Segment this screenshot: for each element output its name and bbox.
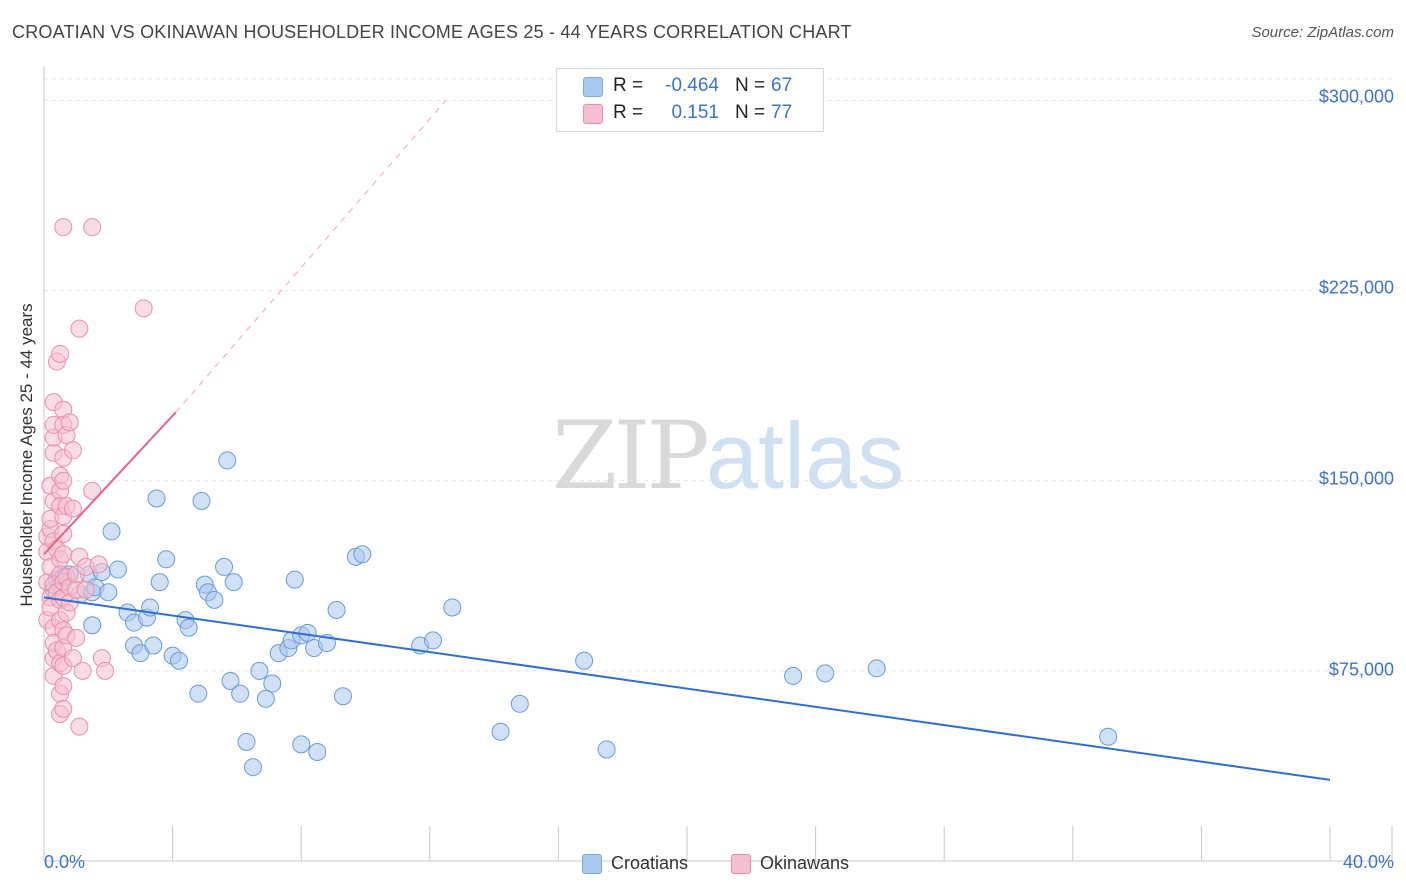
croatians-legend-swatch [582, 854, 602, 874]
y-tick-label-225000: $225,000 [1318, 277, 1394, 298]
okinawans-point [89, 555, 108, 574]
okinawans-point [83, 481, 102, 500]
okinawans-swatch [583, 104, 603, 124]
n-value: 67 [771, 75, 793, 96]
croatians-point [491, 722, 510, 741]
okinawans-legend-label: Okinawans [760, 853, 850, 873]
croatians-point [147, 489, 166, 508]
croatians-point [298, 623, 317, 642]
croatians-point [292, 735, 311, 754]
legend-row-croatians: R = -0.464 N = 67 [557, 74, 823, 98]
croatians-point [144, 636, 163, 655]
okinawans-point [63, 649, 82, 668]
okinawans-point [83, 218, 102, 237]
okinawans-trend-line [43, 411, 177, 555]
croatians-point [237, 732, 256, 751]
croatians-point [867, 659, 886, 678]
source-label: Source: ZipAtlas.com [1251, 24, 1394, 41]
croatians-point [157, 550, 176, 569]
okinawans-point [54, 699, 73, 718]
croatians-point [218, 451, 237, 470]
croatians-point [224, 573, 243, 592]
n-value: 77 [771, 102, 793, 123]
croatians-point [99, 583, 118, 602]
n-label: N = [735, 102, 766, 123]
croatians-point [243, 758, 262, 777]
croatians-point [308, 742, 327, 761]
croatians-point [108, 560, 127, 579]
croatians-point [215, 557, 234, 576]
croatians-point [575, 651, 594, 670]
croatians-point [256, 689, 275, 708]
okinawans-point [63, 441, 82, 460]
okinawans-point [134, 299, 153, 318]
croatians-point [443, 598, 462, 617]
okinawans-point [54, 677, 73, 696]
croatians-point [205, 590, 224, 609]
okinawans-point [54, 471, 73, 490]
chart-title: CROATIAN VS OKINAWAN HOUSEHOLDER INCOME … [12, 22, 852, 42]
okinawans-trend-extension [175, 100, 447, 413]
y-tick-label-300000: $300,000 [1318, 86, 1394, 107]
legend-row-okinawans: R = 0.151 N = 77 [557, 101, 823, 125]
croatians-point [83, 616, 102, 635]
croatians-point [353, 545, 372, 564]
r-value: 0.151 [671, 102, 719, 123]
okinawans-legend-swatch [731, 854, 751, 874]
okinawans-point [96, 661, 115, 680]
watermark-atlas: atlas [705, 403, 905, 508]
x-tick-label-min: 0.0% [44, 852, 86, 872]
croatians-point [170, 651, 189, 670]
okinawans-point [70, 319, 89, 338]
croatians-point [179, 618, 198, 637]
r-value: -0.464 [665, 75, 719, 96]
croatians-point [285, 570, 304, 589]
okinawans-point [54, 218, 73, 237]
croatians-legend-label: Croatians [611, 853, 689, 873]
legend-item-croatians[interactable]: Croatians [582, 852, 712, 876]
y-tick-label-75000: $75,000 [1328, 659, 1394, 680]
croatians-point [189, 684, 208, 703]
croatians-point [333, 687, 352, 706]
r-label: R = [613, 102, 644, 123]
okinawans-point [76, 580, 95, 599]
n-label: N = [735, 75, 766, 96]
watermark-zip: ZIP [552, 402, 710, 511]
croatians-point [221, 671, 240, 690]
croatians-point [510, 694, 529, 713]
croatians-point [192, 491, 211, 510]
croatians-point [102, 522, 121, 541]
watermark: ZIPatlas [552, 402, 904, 511]
r-label: R = [613, 75, 644, 96]
okinawans-point [51, 344, 70, 363]
y-axis-label: Householder Income Ages 25 - 44 years [17, 303, 36, 607]
croatians-point [1099, 727, 1118, 746]
croatians-swatch [583, 77, 603, 97]
croatians-point [231, 684, 250, 703]
croatians-point [424, 631, 443, 650]
okinawans-point [54, 545, 73, 564]
correlation-legend: R = -0.464 N = 67 R = 0.151 N = 77 [556, 68, 824, 132]
okinawans-point [63, 499, 82, 518]
croatians-point [784, 666, 803, 685]
croatians-point [327, 601, 346, 620]
okinawans-point [60, 413, 79, 432]
okinawans-point [73, 661, 92, 680]
okinawans-point [70, 717, 89, 736]
croatians-point [816, 664, 835, 683]
x-tick-label-max: 40.0% [1342, 852, 1394, 872]
croatians-point [150, 573, 169, 592]
okinawans-point [67, 628, 86, 647]
legend-item-okinawans[interactable]: Okinawans [731, 852, 871, 876]
croatians-trend-line [43, 596, 1331, 781]
croatians-point [263, 674, 282, 693]
y-tick-label-150000: $150,000 [1318, 468, 1394, 489]
croatians-point [597, 740, 616, 759]
croatians-point [250, 661, 269, 680]
